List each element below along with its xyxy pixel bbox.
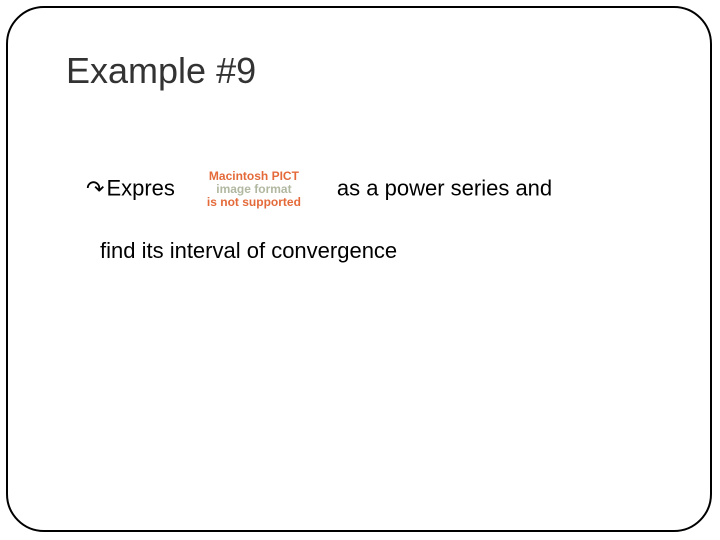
- body-line-2: find its interval of convergence: [100, 238, 397, 264]
- pict-line-2: image format: [216, 182, 291, 196]
- express-text: Expres: [106, 176, 174, 201]
- slide-title: Example #9: [66, 50, 256, 92]
- bullet-icon: ↷: [86, 176, 104, 202]
- pict-placeholder: Macintosh PICTimage formatis not support…: [179, 170, 329, 210]
- body-line-1: ↷ExpresMacintosh PICTimage formatis not …: [86, 170, 680, 210]
- after-pict-text: as a power series and: [337, 176, 552, 201]
- pict-line-1: Macintosh PICT: [209, 169, 299, 183]
- slide-frame: Example #9 ↷ExpresMacintosh PICTimage fo…: [6, 6, 712, 532]
- pict-line-3: is not supported: [207, 195, 301, 209]
